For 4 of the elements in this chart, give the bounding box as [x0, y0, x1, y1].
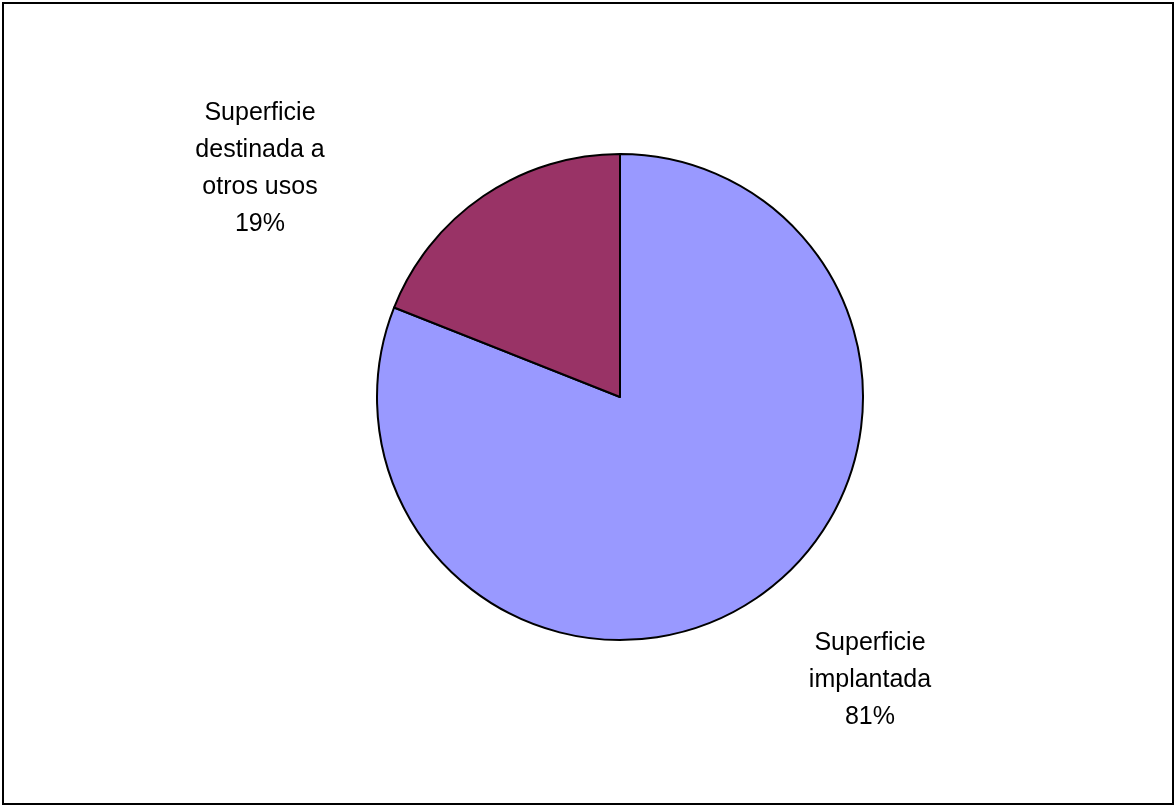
data-label: 19%	[234, 208, 286, 236]
slice-label: Superficie destinada a otros usos	[195, 97, 325, 199]
data-label: 81%	[844, 701, 896, 729]
slice-label: Superficie implantada	[808, 627, 932, 692]
